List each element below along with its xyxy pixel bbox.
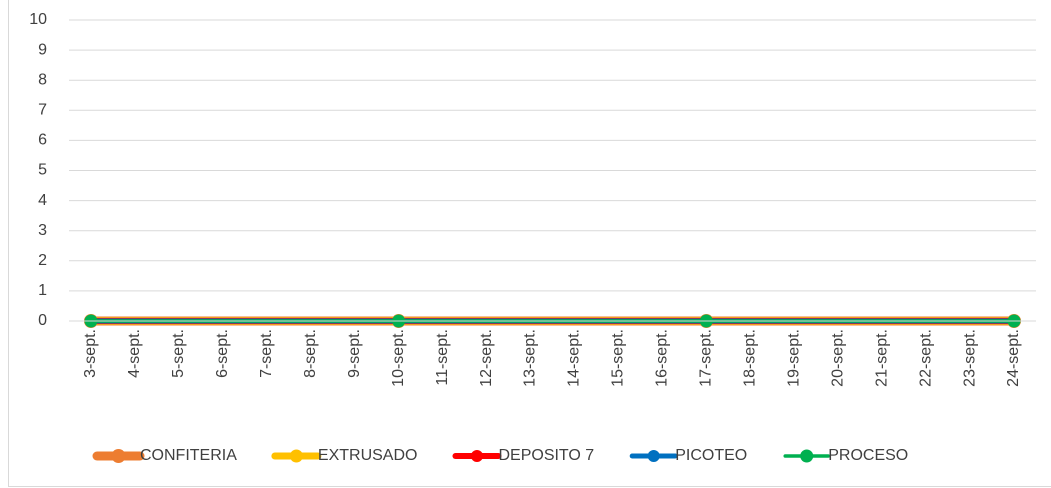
- x-tick-label: 18-sept.: [742, 329, 759, 387]
- y-tick-label: 0: [38, 312, 47, 329]
- y-tick-label: 10: [29, 11, 47, 28]
- x-tick-label: 15-sept.: [610, 329, 627, 387]
- legend-marker: [289, 449, 303, 463]
- x-tick-label: 5-sept.: [170, 329, 187, 378]
- y-tick-label: 5: [38, 162, 47, 179]
- legend-label: EXTRUSADO: [318, 447, 418, 464]
- y-tick-label: 4: [38, 192, 47, 209]
- x-tick-label: 19-sept.: [785, 329, 802, 387]
- x-tick-label: 10-sept.: [390, 329, 407, 387]
- y-tick-label: 1: [38, 282, 47, 299]
- legend-label: CONFITERIA: [140, 447, 237, 464]
- x-tick-label: 20-sept.: [829, 329, 846, 387]
- legend-marker: [647, 450, 660, 462]
- x-tick-label: 22-sept.: [917, 329, 934, 387]
- x-tick-label: 21-sept.: [873, 329, 890, 387]
- chart-frame: [8, 0, 1051, 487]
- x-tick-label: 3-sept.: [82, 329, 99, 378]
- y-tick-label: 7: [38, 102, 47, 119]
- y-tick-label: 3: [38, 222, 47, 239]
- legend-label: DEPOSITO 7: [498, 447, 594, 464]
- legend-marker: [800, 449, 814, 463]
- y-tick-label: 2: [38, 252, 47, 269]
- x-tick-label: 9-sept.: [346, 329, 363, 378]
- x-tick-label: 14-sept.: [566, 329, 583, 387]
- legend-label: PICOTEO: [675, 447, 747, 464]
- x-tick-label: 7-sept.: [258, 329, 275, 378]
- y-tick-label: 8: [38, 71, 47, 88]
- x-tick-label: 24-sept.: [1005, 329, 1022, 387]
- legend-marker: [470, 450, 483, 462]
- x-tick-label: 6-sept.: [214, 329, 231, 378]
- x-tick-label: 17-sept.: [698, 329, 715, 387]
- x-tick-label: 8-sept.: [302, 329, 319, 378]
- x-tick-label: 16-sept.: [654, 329, 671, 387]
- legend-marker: [111, 449, 126, 463]
- x-tick-label: 23-sept.: [961, 329, 978, 387]
- x-tick-label: 11-sept.: [434, 329, 451, 386]
- y-tick-label: 9: [38, 41, 47, 58]
- x-tick-label: 13-sept.: [522, 329, 539, 387]
- x-tick-label: 4-sept.: [126, 329, 143, 378]
- x-tick-label: 12-sept.: [478, 329, 495, 387]
- y-tick-label: 6: [38, 132, 47, 149]
- legend-label: PROCESO: [828, 447, 908, 464]
